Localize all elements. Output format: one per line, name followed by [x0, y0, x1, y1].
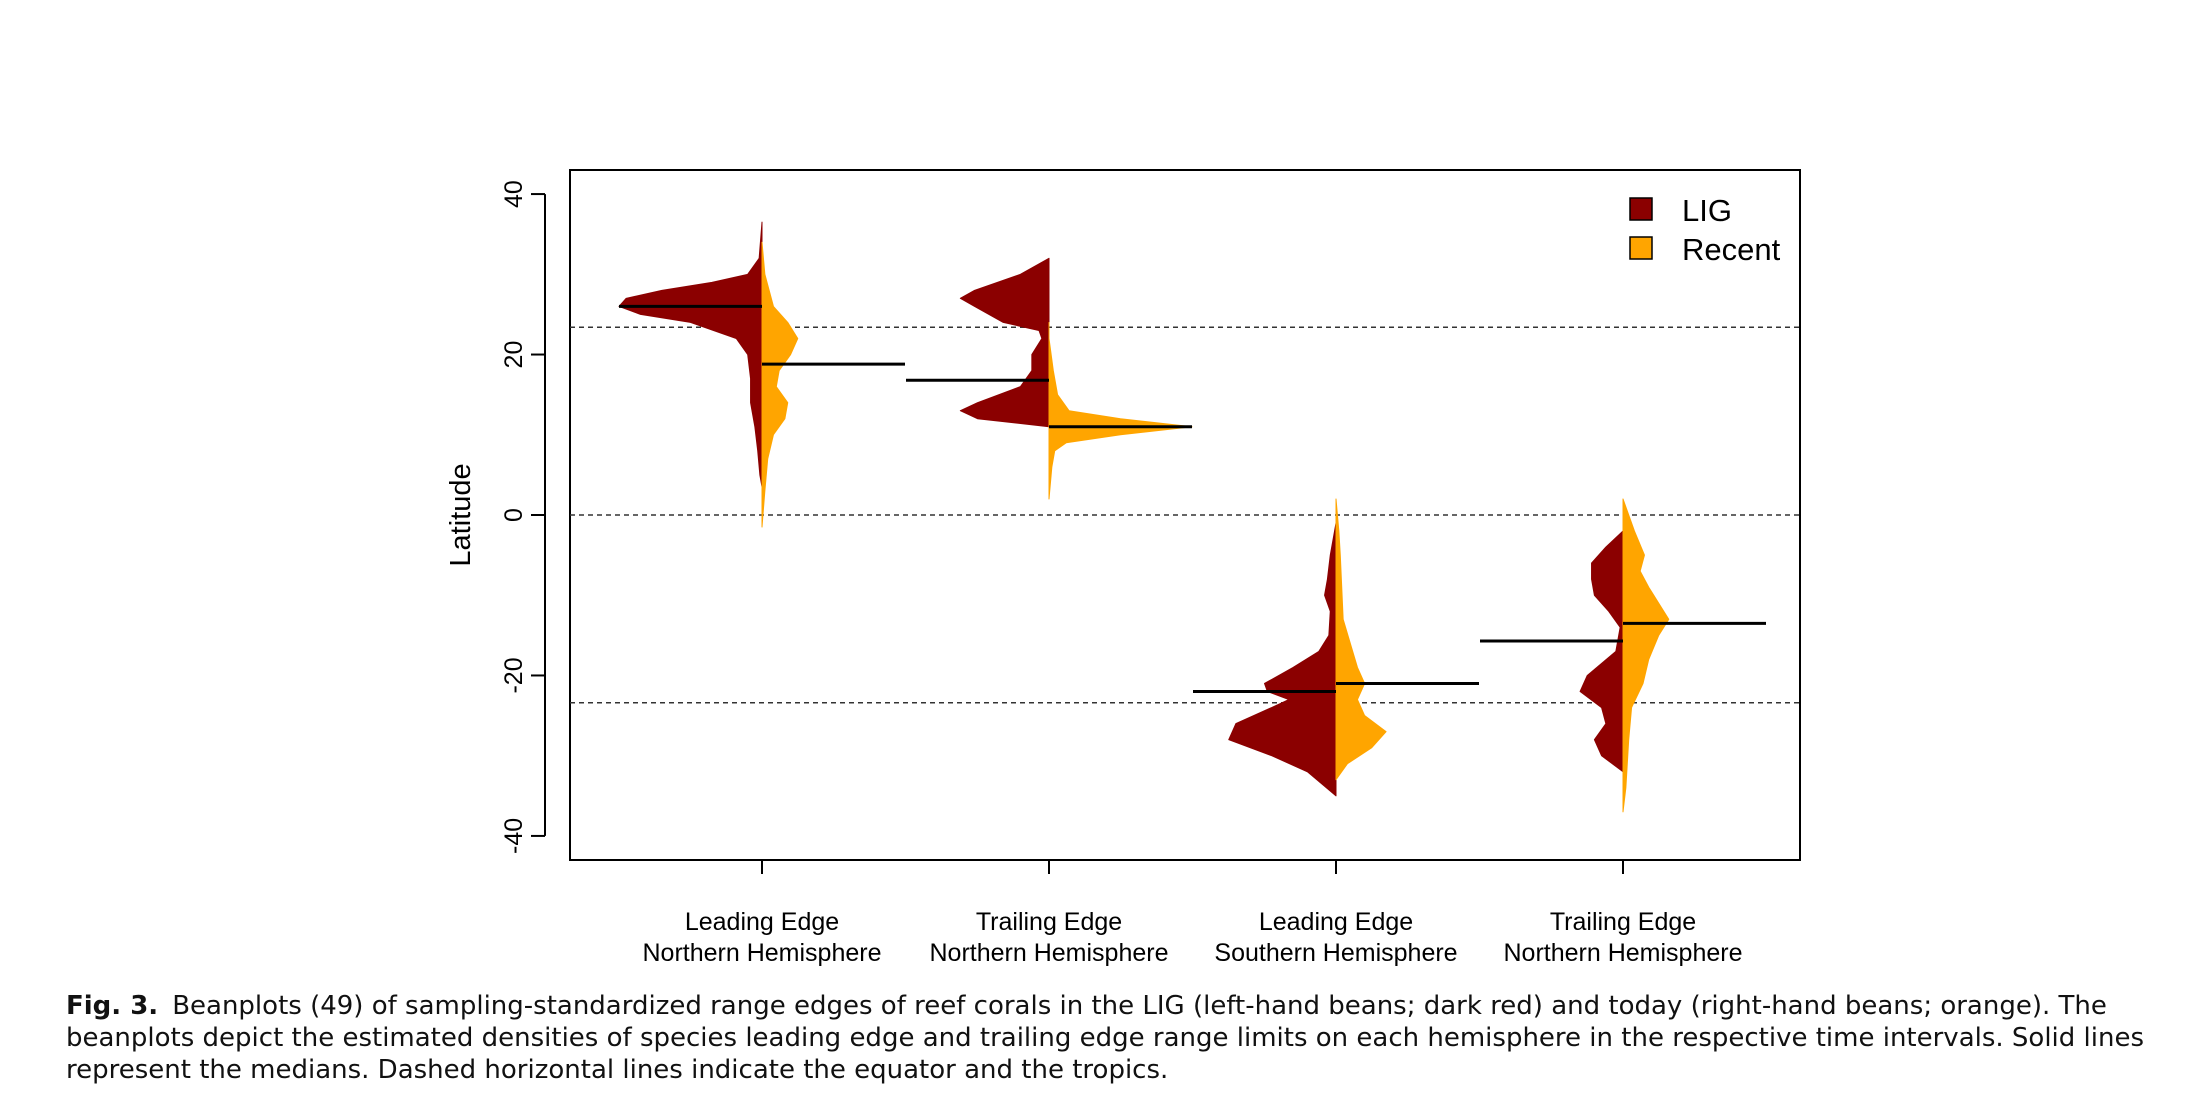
- y-tick-label: 20: [500, 341, 528, 369]
- bean-recent-4: [1622, 498, 1670, 813]
- category-label: Trailing Edge: [976, 908, 1122, 936]
- x-axis: Leading Edge Northern Hemisphere Trailing …: [643, 860, 1743, 967]
- category-label: Leading Edge: [685, 908, 839, 936]
- category-label: Leading Edge: [1259, 908, 1413, 936]
- legend-swatch-lig: [1629, 197, 1653, 221]
- legend-label-lig: LIG: [1682, 193, 1732, 228]
- y-tick-label: 0: [500, 508, 528, 522]
- category-label: Northern Hemisphere: [930, 939, 1169, 967]
- caption-text: Beanplots (49) of sampling-standardized …: [66, 991, 2145, 1085]
- bean-lig-2: [959, 257, 1050, 428]
- category-label: Trailing Edge: [1550, 908, 1696, 936]
- category-label: Northern Hemisphere: [1504, 939, 1743, 967]
- bean-recent-1: [761, 241, 799, 528]
- figure-label: Fig. 3.: [66, 991, 159, 1021]
- median-lines: [619, 304, 1766, 694]
- bean-lig-4: [1579, 530, 1624, 773]
- bean-recent-3: [1335, 498, 1387, 781]
- y-axis: -40 -20 0 20 40: [500, 180, 546, 854]
- category-label: Southern Hemisphere: [1214, 939, 1457, 967]
- bean-lig-1: [618, 221, 763, 488]
- reference-lines: [570, 326, 1800, 704]
- bean-group: [618, 221, 1670, 813]
- y-tick-label: -20: [500, 657, 528, 693]
- y-tick-label: 40: [500, 180, 528, 208]
- legend: LIG Recent: [1629, 193, 1781, 267]
- y-tick-label: -40: [500, 818, 528, 854]
- category-label: Northern Hemisphere: [643, 939, 882, 967]
- beanplot-chart: -40 -20 0 20 40 Leading Edge Northern Hemisph…: [445, 169, 1801, 967]
- figure-caption: Fig. 3. Beanplots (49) of sampling-standa…: [66, 990, 2166, 1086]
- y-axis-title: Latitude: [445, 463, 477, 566]
- bean-lig-3: [1228, 522, 1337, 797]
- legend-swatch-recent: [1629, 236, 1653, 260]
- bean-recent-2: [1048, 321, 1193, 500]
- legend-label-recent: Recent: [1682, 232, 1781, 267]
